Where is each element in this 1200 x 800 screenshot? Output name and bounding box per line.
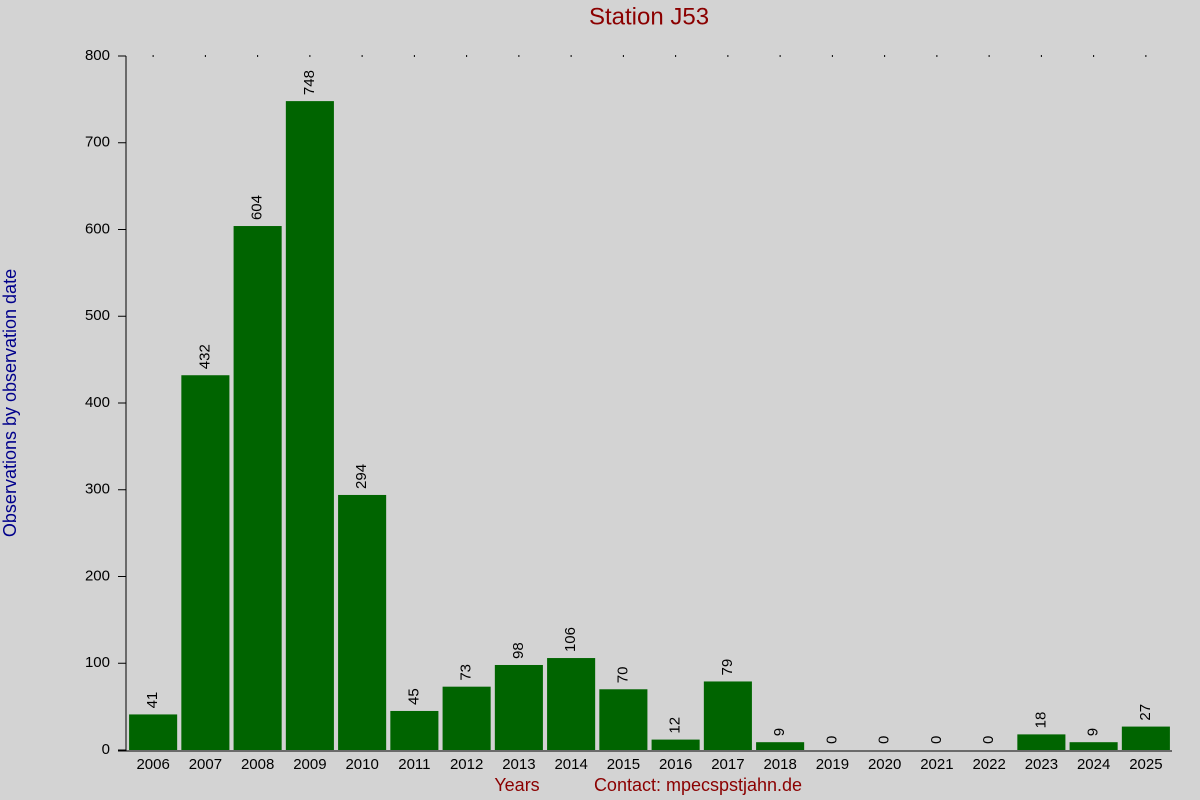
x-tick-label: 2022	[972, 756, 1005, 773]
value-label: 9	[1085, 728, 1102, 736]
value-label: 0	[823, 736, 840, 744]
value-label: 0	[928, 736, 945, 744]
x-tick-label: 2018	[763, 756, 796, 773]
contact: Contact: mpecspstjahn.de	[594, 775, 802, 795]
x-tick-label: 2015	[607, 756, 640, 773]
x-tick-label: 2008	[241, 756, 274, 773]
x-tick-label: 2017	[711, 756, 744, 773]
x-tick-label: 2016	[659, 756, 692, 773]
y-tick-label: 700	[85, 134, 110, 151]
bar	[703, 681, 752, 750]
value-label: 45	[405, 688, 422, 705]
value-label: 70	[614, 667, 631, 684]
bar	[547, 658, 596, 750]
bar	[494, 664, 543, 750]
y-tick-label: 200	[85, 567, 110, 584]
x-tick-label: 2020	[868, 756, 901, 773]
y-tick-label: 600	[85, 220, 110, 237]
y-tick-label: 500	[85, 307, 110, 324]
value-label: 73	[458, 664, 475, 681]
value-label: 432	[196, 344, 213, 369]
value-label: 0	[980, 736, 997, 744]
x-tick-label: 2006	[136, 756, 169, 773]
y-tick-label: 0	[102, 741, 110, 758]
x-tick-label: 2013	[502, 756, 535, 773]
x-tick-label: 2010	[345, 756, 378, 773]
bar	[390, 710, 439, 750]
bar	[1017, 734, 1066, 750]
x-tick-label: 2023	[1025, 756, 1058, 773]
bar	[1121, 726, 1170, 750]
bar	[129, 714, 178, 750]
value-label: 106	[562, 627, 579, 652]
bar	[651, 739, 700, 750]
bar	[233, 226, 282, 750]
value-label: 604	[249, 195, 266, 220]
value-label: 41	[144, 692, 161, 709]
bar	[1069, 742, 1118, 750]
bar	[338, 494, 387, 750]
bar	[599, 689, 648, 750]
y-axis-label: Observations by observation date	[0, 269, 20, 537]
bar	[285, 101, 334, 751]
x-axis-label: Years	[494, 775, 539, 795]
bar	[181, 375, 230, 750]
y-tick-label: 400	[85, 394, 110, 411]
x-tick-label: 2011	[398, 756, 430, 773]
bar	[756, 742, 805, 750]
value-label: 79	[719, 659, 736, 676]
x-tick-label: 2019	[816, 756, 849, 773]
x-tick-label: 2024	[1077, 756, 1110, 773]
value-label: 98	[510, 642, 527, 659]
value-label: 748	[301, 70, 318, 95]
bar	[442, 686, 491, 750]
value-label: 9	[771, 728, 788, 736]
value-label: 294	[353, 464, 370, 489]
x-tick-label: 2007	[189, 756, 222, 773]
x-tick-label: 2009	[293, 756, 326, 773]
chart-title: Station J53	[589, 3, 709, 30]
value-label: 12	[667, 717, 684, 734]
value-label: 27	[1137, 704, 1154, 721]
y-tick-label: 800	[85, 47, 110, 64]
y-tick-label: 100	[85, 654, 110, 671]
value-label: 0	[876, 736, 893, 744]
x-tick-label: 2021	[920, 756, 953, 773]
x-tick-label: 2014	[554, 756, 587, 773]
value-label: 18	[1032, 712, 1049, 729]
x-tick-label: 2012	[450, 756, 483, 773]
y-tick-label: 300	[85, 481, 110, 498]
x-tick-label: 2025	[1129, 756, 1162, 773]
